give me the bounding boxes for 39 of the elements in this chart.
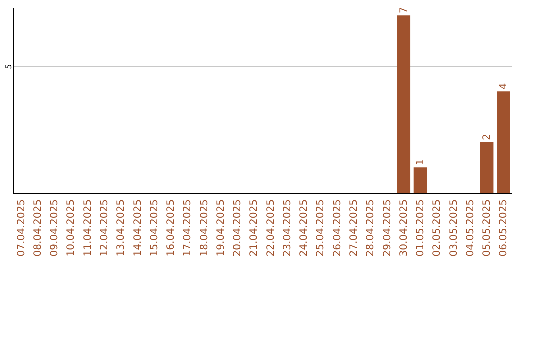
x-tick-label: 21.04.2025 <box>249 200 260 257</box>
x-tick-label: 11.04.2025 <box>82 200 94 257</box>
x-tick-label: 25.04.2025 <box>316 200 327 257</box>
x-tick-label: 15.04.2025 <box>149 200 160 257</box>
x-tick-label: 30.04.2025 <box>398 200 410 257</box>
x-tick-label: 16.04.2025 <box>166 200 178 257</box>
bar <box>497 92 510 193</box>
x-tick-label: 18.04.2025 <box>199 200 210 257</box>
x-tick-label: 13.04.2025 <box>116 200 128 257</box>
x-tick-label: 28.04.2025 <box>366 200 377 257</box>
x-tick-label: 27.04.2025 <box>348 200 360 257</box>
x-tick-label: 06.05.2025 <box>498 200 510 257</box>
x-tick-label: 01.05.2025 <box>416 200 427 257</box>
x-tick-label: 29.04.2025 <box>382 200 394 257</box>
x-tick-label: 19.04.2025 <box>216 200 227 257</box>
x-tick-label: 02.05.2025 <box>432 200 444 257</box>
x-tick-label: 10.04.2025 <box>66 200 78 257</box>
x-tick-label: 22.04.2025 <box>266 200 277 257</box>
data-label: 4 <box>498 83 510 90</box>
data-label: 1 <box>416 159 427 166</box>
x-tick-label: 23.04.2025 <box>282 200 294 257</box>
x-tick-label: 08.04.2025 <box>32 200 44 257</box>
x-tick-label: 17.04.2025 <box>182 200 194 257</box>
y-tick-label: 5 <box>4 64 14 70</box>
data-label: 2 <box>482 134 494 140</box>
x-tick-label: 14.04.2025 <box>132 200 144 257</box>
x-tick-label: 03.05.2025 <box>448 200 460 257</box>
x-tick-label: 24.04.2025 <box>299 200 310 257</box>
x-tick-label: 20.04.2025 <box>232 200 244 257</box>
x-tick-label: 09.04.2025 <box>50 200 61 257</box>
bar <box>414 168 428 193</box>
x-tick-label: 07.04.2025 <box>16 200 28 257</box>
x-tick-label: 04.05.2025 <box>465 200 476 257</box>
bar <box>480 142 494 193</box>
bar <box>397 16 411 193</box>
x-tick-label: 26.04.2025 <box>332 200 344 257</box>
data-label: 7 <box>398 7 410 14</box>
x-tick-label: 12.04.2025 <box>99 200 110 257</box>
x-tick-label: 05.05.2025 <box>482 200 494 257</box>
